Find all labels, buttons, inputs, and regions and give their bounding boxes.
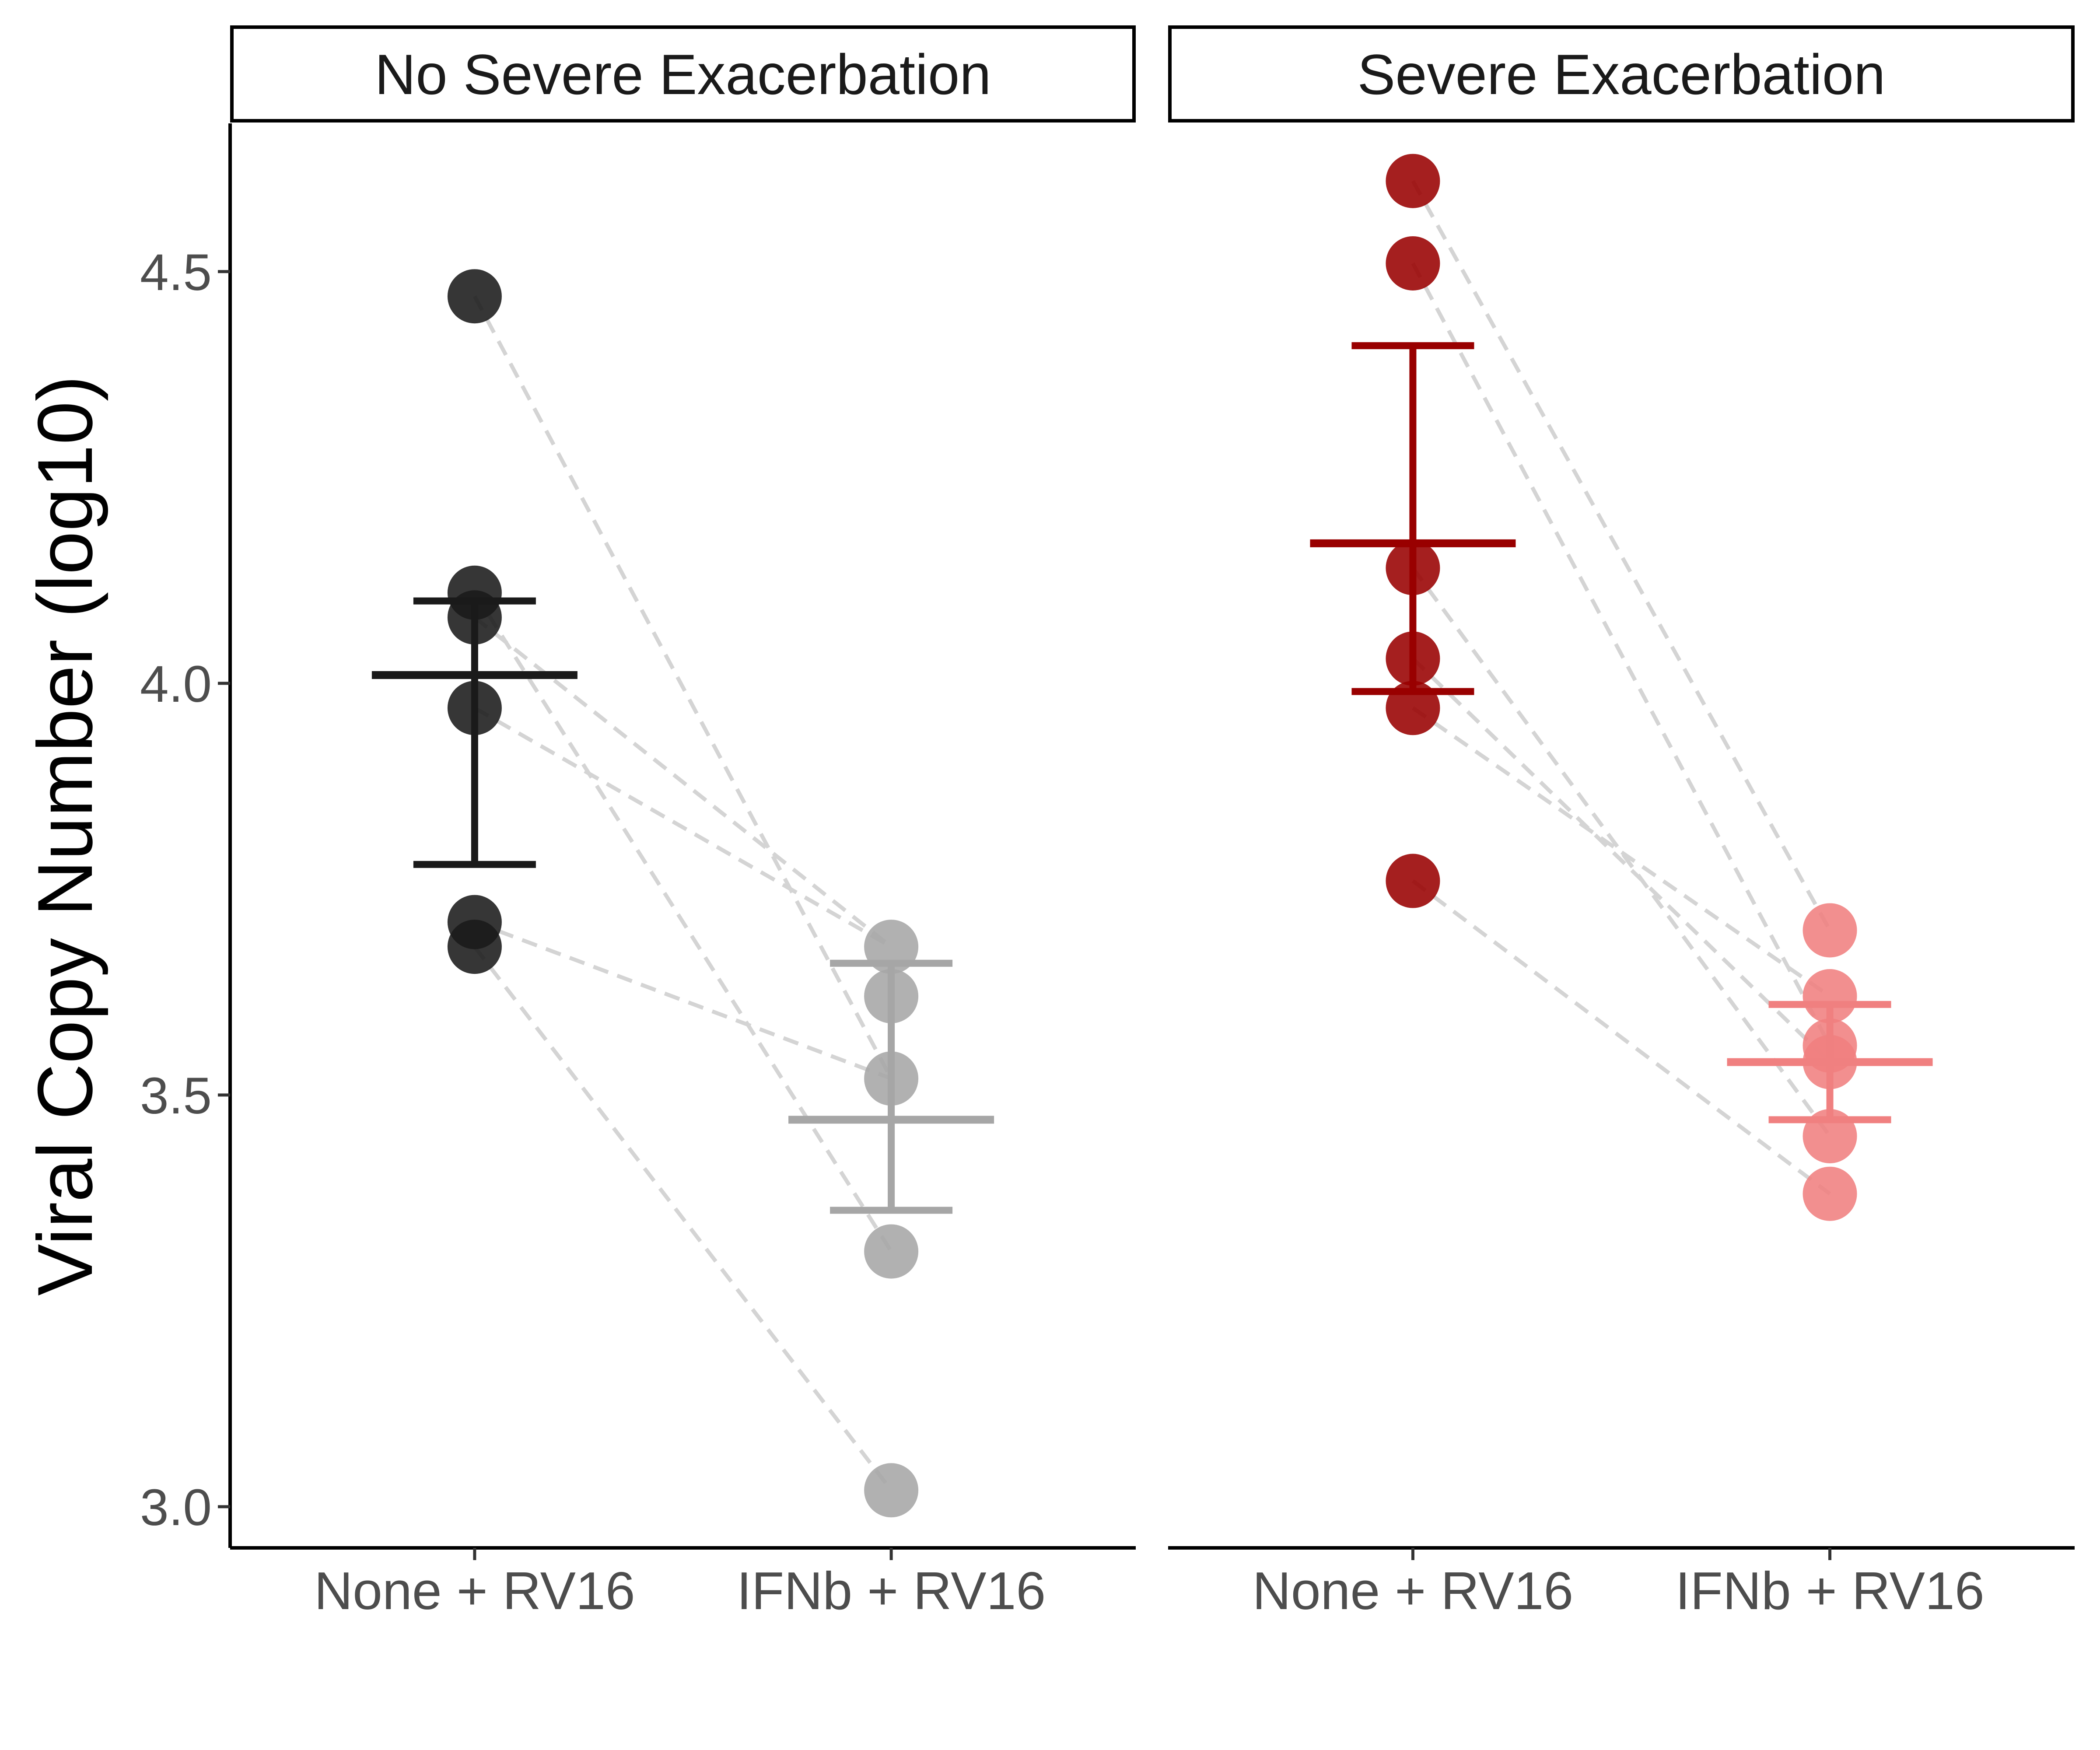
y-axis-title: Viral Copy Number (log10) — [21, 375, 108, 1296]
pair-line — [473, 616, 892, 948]
x-tick-label: IFNb + RV16 — [737, 1561, 1046, 1620]
strip-title: No Severe Exacerbation — [374, 42, 991, 106]
data-point — [864, 1463, 919, 1518]
data-point — [1802, 969, 1857, 1024]
data-point — [1386, 854, 1440, 908]
pair-line — [474, 920, 892, 1081]
y-tick-label: 4.5 — [140, 244, 212, 301]
strip-title: Severe Exacerbation — [1358, 42, 1886, 106]
y-tick-label: 4.0 — [140, 655, 212, 713]
pair-line — [1411, 706, 1831, 998]
data-point — [1386, 236, 1440, 290]
data-point — [864, 1224, 919, 1279]
pair-line — [1411, 180, 1832, 931]
data-point — [447, 269, 502, 324]
pair-line — [1411, 879, 1831, 1196]
pair-line — [1411, 657, 1831, 1064]
panel-2: Severe Exacerbation None + RV16 IFNb + RV1… — [1168, 25, 2075, 1620]
panel-1: No Severe Exacerbation None + RV16 IFNb + … — [230, 25, 1136, 1620]
x-tick-label: IFNb + RV16 — [1675, 1561, 1984, 1620]
data-point — [1802, 903, 1857, 958]
pair-line — [473, 706, 892, 948]
pair-line — [1411, 567, 1832, 1138]
y-tick-label: 3.0 — [140, 1479, 212, 1536]
pair-line — [472, 295, 893, 1080]
y-tick-label: 3.5 — [140, 1067, 212, 1125]
x-tick-label: None + RV16 — [314, 1561, 635, 1620]
x-tick-label: None + RV16 — [1253, 1561, 1574, 1620]
data-point — [1802, 1166, 1857, 1221]
strip-box — [1168, 25, 2075, 122]
pair-line — [1411, 262, 1832, 1047]
pair-line — [473, 592, 893, 1253]
data-point — [1386, 154, 1440, 208]
strip-box — [230, 25, 1136, 122]
data-point — [447, 920, 502, 974]
pair-line — [473, 945, 893, 1491]
